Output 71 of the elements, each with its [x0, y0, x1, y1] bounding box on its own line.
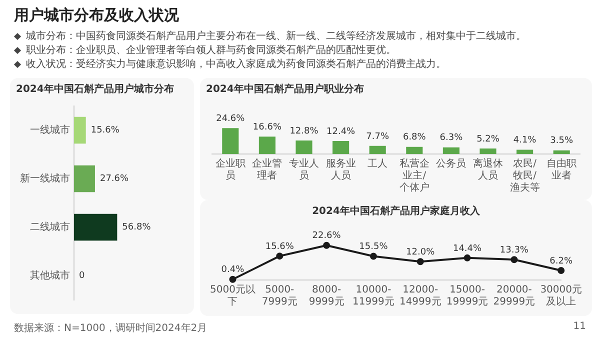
data-label: 27.6%	[100, 174, 130, 184]
data-label: 12.0%	[406, 247, 436, 258]
x-tick-label: 15000-19999元	[446, 284, 488, 308]
data-label: 12.4%	[326, 126, 356, 137]
data-label: 0.4%	[221, 265, 245, 276]
text: 职业分布：企业职员、企业管理者等白领人群与药食同源类石斛产品的匹配性更优。	[25, 44, 397, 58]
bar	[442, 147, 460, 154]
x-tick-label: 服务业人员	[326, 158, 356, 182]
point	[510, 256, 518, 264]
data-label: 22.6%	[312, 231, 342, 242]
data-label: 15.6%	[90, 126, 120, 136]
point	[416, 258, 424, 266]
bar	[553, 150, 570, 154]
x-tick-label: 5000-7999元	[262, 284, 298, 308]
data-label: 3.5%	[550, 136, 574, 146]
point	[558, 266, 565, 274]
bar	[369, 146, 386, 154]
data-label: 13.3%	[500, 245, 529, 256]
text: 用户城市分布及收入状况	[14, 6, 179, 25]
data-label: 56.8%	[122, 222, 152, 233]
bar	[258, 136, 276, 154]
chart-title: 2024年中国石斛产品用户家庭月收入	[311, 204, 481, 218]
x-tick-label: 企业职员	[215, 158, 246, 182]
point	[370, 252, 377, 260]
data-label: 6.2%	[550, 256, 573, 266]
x-tick-label: 离退休人员	[473, 158, 503, 182]
text: 11	[573, 321, 586, 332]
chart-title: 2024年中国石斛产品用户城市分布	[16, 82, 175, 96]
x-tick-label: 农民/牧民/渔夫等	[510, 158, 540, 194]
x-tick-label: 专业人员	[289, 158, 319, 182]
x-tick-label: 5000元以下	[210, 284, 256, 308]
x-tick-label: 20000-29999元	[493, 284, 536, 308]
point	[229, 276, 236, 283]
text: 城市分布：中国药食同源类石斛产品用户主要分布在一线、新一线、二线等经济发展城市，相对集中于二线城市。	[25, 30, 526, 44]
x-tick-label: 10000-11999元	[352, 284, 394, 308]
point	[464, 254, 471, 262]
data-label: 12.8%	[290, 126, 319, 136]
bar	[222, 128, 239, 154]
x-tick-label: 私营企业主/个体户	[399, 158, 430, 194]
y-tick-label: 一线城市	[30, 124, 70, 136]
data-label: 6.3%	[440, 133, 464, 144]
text: 收入状况：受经济实力与健康意识影响，中高收入家庭成为药食同源类石斛产品的消费主战力。	[25, 58, 447, 72]
bar	[406, 146, 423, 154]
data-label: 16.6%	[252, 122, 282, 132]
x-tick-label: 8000-9999元	[308, 284, 344, 308]
bar	[332, 140, 350, 154]
data-label: 6.8%	[402, 132, 426, 143]
data-label: 7.7%	[366, 132, 390, 142]
chart-title: 2024年中国石斛产品用户职业分布	[206, 82, 365, 96]
x-tick-label: 工人	[368, 158, 388, 170]
x-tick-label: 公务员	[436, 158, 466, 170]
source-note: 数据来源：N=1000，调研时间2024年2月	[14, 322, 208, 335]
y-tick-label: 新一线城市	[20, 172, 70, 184]
data-label: 15.5%	[359, 242, 388, 252]
point	[323, 242, 330, 249]
data-label: 24.6%	[216, 114, 246, 124]
data-label: 14.4%	[452, 244, 482, 254]
x-tick-label: 自由职业者	[546, 158, 577, 182]
x-tick-label: 30000元及以上	[540, 284, 582, 308]
data-label: 4.1%	[513, 136, 537, 146]
x-tick-label: 企业管理者	[252, 158, 282, 182]
point	[276, 252, 284, 260]
data-label: 15.6%	[265, 242, 294, 252]
y-tick-label: 其他城市	[30, 269, 70, 282]
data-label: 5.2%	[476, 134, 500, 144]
bar	[480, 148, 496, 154]
bar	[296, 140, 312, 154]
bar	[516, 150, 534, 154]
x-tick-label: 12000-14999元	[399, 284, 442, 308]
y-tick-label: 二线城市	[30, 220, 70, 233]
data-label: 0	[79, 271, 85, 282]
